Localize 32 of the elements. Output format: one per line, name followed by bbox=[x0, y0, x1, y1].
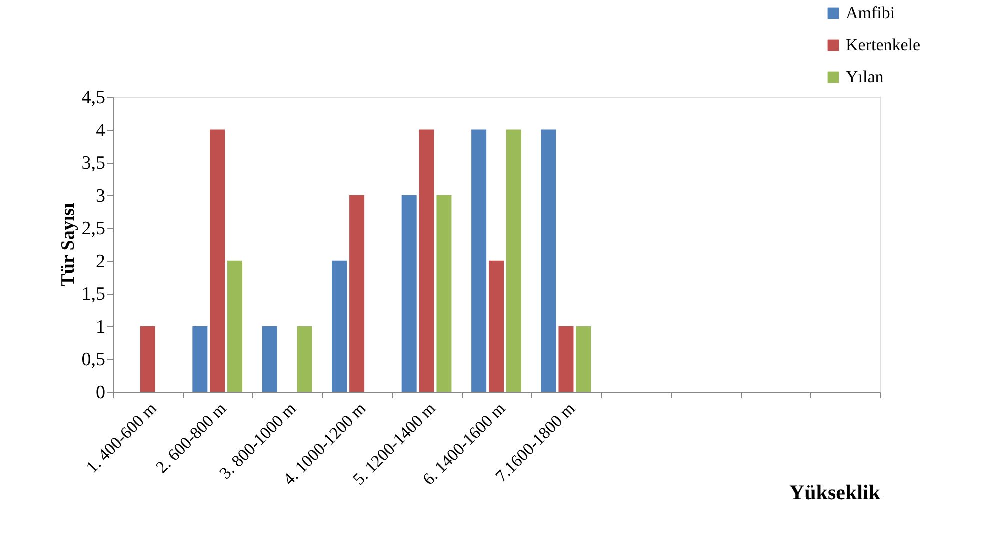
legend-label: Yılan bbox=[846, 68, 884, 86]
y-tick-label: 0 bbox=[96, 382, 106, 404]
y-tick-label: 1 bbox=[96, 316, 106, 338]
bar bbox=[140, 326, 156, 392]
y-tick-label: 2 bbox=[96, 251, 106, 272]
x-axis-title: Yükseklik bbox=[789, 480, 881, 504]
y-tick-label: 1,5 bbox=[82, 284, 106, 306]
bar bbox=[350, 195, 365, 392]
bar bbox=[228, 260, 243, 392]
bar bbox=[472, 130, 487, 392]
legend-label: Kertenkele bbox=[846, 36, 921, 54]
bar bbox=[576, 326, 592, 392]
bar bbox=[192, 326, 208, 392]
bar bbox=[558, 326, 574, 392]
legend-label: Amfibi bbox=[846, 4, 896, 22]
y-tick-label: 0,5 bbox=[82, 350, 106, 371]
bar bbox=[297, 326, 312, 392]
bar bbox=[436, 195, 452, 392]
bar bbox=[541, 130, 556, 392]
bar bbox=[506, 130, 522, 392]
y-axis-title: Tür Sayısı bbox=[58, 203, 79, 287]
bar bbox=[402, 195, 417, 392]
y-tick-label: 3,5 bbox=[82, 153, 106, 174]
bar bbox=[332, 260, 348, 392]
y-tick-label: 3 bbox=[96, 186, 106, 207]
bar bbox=[489, 260, 504, 392]
y-tick-label: 4,5 bbox=[82, 88, 106, 108]
y-tick-label: 2,5 bbox=[82, 218, 106, 240]
bar bbox=[210, 130, 226, 392]
bar bbox=[419, 130, 434, 392]
bar bbox=[262, 326, 278, 392]
y-tick-label: 4 bbox=[96, 120, 106, 142]
